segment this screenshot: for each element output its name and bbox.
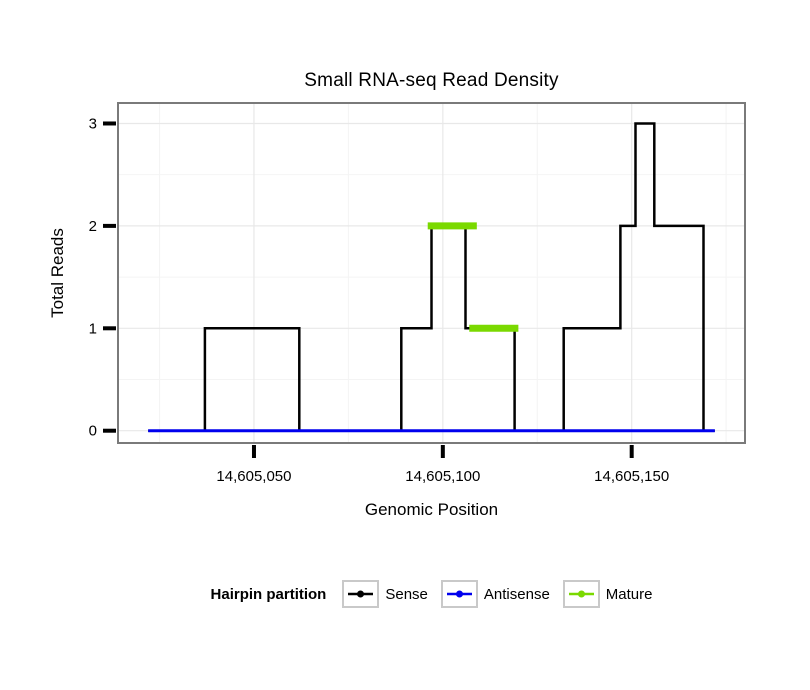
x-axis-title: Genomic Position xyxy=(364,500,499,519)
legend-key-mature-icon xyxy=(562,580,600,608)
x-tick-label: 14,605,150 xyxy=(594,468,669,485)
plot-canvas: 14,605,050 14,605,100 14,605,150 0 1 2 3 xyxy=(89,102,746,485)
legend-label-sense: Sense xyxy=(385,585,428,603)
panel-border xyxy=(117,102,746,444)
legend-item-antisense: Antisense xyxy=(440,580,550,608)
legend-title: Hairpin partition xyxy=(210,585,327,603)
chart-title: Small RNA-seq Read Density xyxy=(304,70,559,91)
legend-item-sense: Sense xyxy=(342,580,428,608)
y-tick-label: 0 xyxy=(89,423,97,440)
y-tick-label: 3 xyxy=(89,115,97,132)
legend-label-antisense: Antisense xyxy=(483,585,550,603)
sense-line xyxy=(148,122,715,432)
legend-item-mature: Mature xyxy=(562,580,653,608)
legend-label-mature: Mature xyxy=(605,585,653,603)
x-tick-label: 14,605,050 xyxy=(216,468,291,485)
legend: Hairpin partition Sense Antisense xyxy=(118,580,745,608)
legend-key-sense-icon xyxy=(342,580,380,608)
legend-key-antisense-icon xyxy=(440,580,478,608)
y-tick-label: 2 xyxy=(89,218,97,235)
y-axis-title: Total Reads xyxy=(48,228,67,318)
y-tick-label: 1 xyxy=(89,320,97,337)
x-tick-label: 14,605,100 xyxy=(405,468,480,485)
